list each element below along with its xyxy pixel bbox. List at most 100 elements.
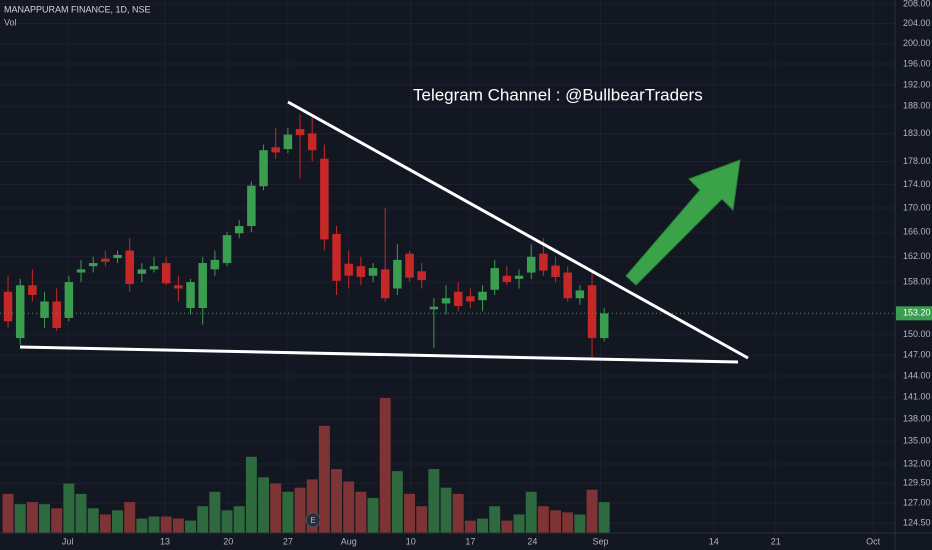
volume-bar (160, 516, 172, 533)
volume-pane (2, 398, 610, 533)
candle-body (15, 285, 25, 339)
y-tick-label: 200.00 (903, 38, 931, 48)
candle-body (478, 291, 487, 301)
candle-body (247, 185, 256, 227)
volume-bar (209, 491, 221, 533)
y-tick-label: 208.00 (903, 0, 931, 8)
volume-label: Vol (4, 17, 17, 27)
y-tick-label: 129.50 (903, 478, 931, 488)
volume-bar (525, 491, 537, 533)
x-tick-label: Aug (341, 536, 357, 546)
volume-bar (87, 508, 99, 533)
x-tick-label: Oct (866, 536, 881, 546)
volume-bar (124, 502, 136, 533)
volume-bar (233, 506, 245, 533)
candle-body (76, 269, 86, 273)
volume-bar (221, 510, 233, 533)
y-tick-label: 166.00 (903, 226, 931, 236)
x-tick-label: Sep (593, 536, 609, 546)
y-tick-label: 150.00 (903, 329, 931, 339)
y-tick-label: 178.00 (903, 156, 931, 166)
candle-body (320, 158, 329, 240)
candle-body (368, 268, 378, 276)
volume-bar (452, 493, 464, 533)
candle-body (551, 265, 560, 277)
y-tick-label: 135.00 (903, 436, 931, 446)
annotation: Telegram Channel : @BullbearTraders (413, 85, 703, 104)
volume-bar (245, 456, 257, 533)
candle-body (137, 269, 147, 274)
volume-bar (331, 469, 343, 533)
candle-body (563, 272, 572, 299)
volume-bar (282, 491, 294, 533)
candle-body (101, 258, 110, 262)
y-tick-label: 183.00 (903, 128, 931, 138)
candle-body (490, 268, 499, 290)
candle-body (344, 263, 353, 276)
candle-body (587, 285, 597, 339)
volume-bar (172, 518, 184, 533)
candle-body (174, 285, 183, 289)
candle-body (259, 150, 268, 187)
volume-bar (148, 516, 160, 533)
last-price-label: 153.20 (903, 308, 931, 318)
x-tick-label: Jul (62, 536, 74, 546)
candle-body (307, 133, 317, 151)
candle-body (113, 254, 122, 259)
candle-body (405, 253, 414, 278)
y-tick-label: 192.00 (903, 79, 931, 89)
volume-bar (26, 502, 38, 533)
drawings: Telegram Channel : @BullbearTraders (19, 85, 749, 364)
candle-body (429, 306, 439, 310)
volume-bar (391, 471, 403, 533)
candle-body (149, 266, 159, 270)
candle-body (52, 301, 61, 328)
volume-bar (379, 398, 391, 533)
volume-bar (428, 469, 440, 533)
volume-bar (112, 510, 124, 533)
candle-body (222, 235, 232, 264)
y-tick-label: 127.00 (903, 497, 931, 507)
candle-body (234, 226, 244, 234)
volume-bar (440, 487, 452, 533)
candle-body (502, 275, 512, 283)
candle-body (186, 282, 195, 309)
last-price-badge (896, 306, 932, 321)
trend-line (19, 345, 739, 364)
volume-bar (51, 508, 63, 533)
x-tick-label: 13 (160, 536, 170, 546)
candle-body (332, 233, 341, 281)
volume-bar (489, 506, 501, 533)
y-tick-label: 196.00 (903, 58, 931, 68)
volume-bar (270, 483, 282, 533)
y-tick-label: 124.50 (903, 518, 931, 528)
y-tick-label: 204.00 (903, 18, 931, 28)
candle-body (295, 129, 305, 136)
candle-body (125, 250, 134, 285)
chart-title: MANAPPURAM FINANCE, 1D, NSE (4, 4, 151, 14)
volume-bar (63, 483, 75, 533)
volume-bar (464, 520, 476, 533)
candle-body (210, 259, 220, 270)
volume-bar (550, 510, 562, 533)
volume-bar (306, 479, 318, 533)
y-tick-label: 170.00 (903, 202, 931, 212)
volume-bar (586, 489, 598, 533)
x-tick-label: 17 (465, 536, 475, 546)
volume-bar (318, 425, 330, 533)
volume-bar (2, 493, 14, 533)
candle-body (380, 269, 390, 299)
event-marker-label: E (310, 516, 315, 525)
y-tick-label: 138.00 (903, 413, 931, 423)
axes: 124.50 127.00 129.50 132.00 135.00 138.00 141.… (62, 0, 932, 546)
volume-bar (99, 514, 111, 533)
x-tick-label: 27 (283, 536, 293, 546)
candle-body (283, 134, 293, 150)
y-tick-label: 141.00 (903, 392, 931, 402)
volume-bar (75, 493, 87, 533)
y-tick-label: 132.00 (903, 458, 931, 468)
x-tick-label: 20 (223, 536, 233, 546)
volume-bar (343, 481, 355, 533)
